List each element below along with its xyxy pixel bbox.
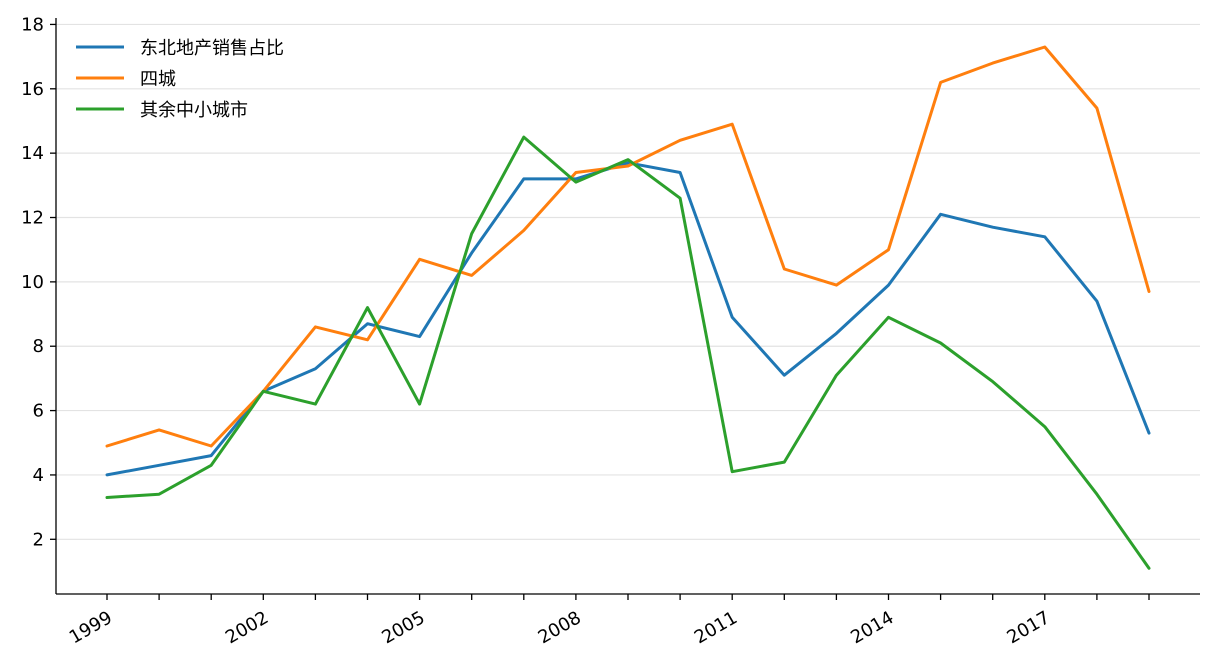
legend-label: 东北地产销售占比	[140, 38, 284, 59]
legend-label: 四城	[140, 69, 176, 90]
x-tick-label: 1999	[66, 607, 116, 648]
y-axis-ticks: 2 4 6 8 10 12 14 16 18	[21, 14, 56, 550]
y-tick-label: 12	[21, 208, 44, 229]
x-tick-label: 2005	[378, 607, 428, 648]
y-tick-label: 16	[21, 79, 44, 100]
x-axis-ticks: 1999 2002 2005 2008 2011 2014 2017	[66, 594, 1150, 648]
legend-label: 其余中小城市	[140, 100, 248, 121]
y-tick-label: 2	[33, 529, 44, 550]
series-lines	[105, 45, 1151, 570]
x-tick-label: 2017	[1004, 607, 1054, 648]
series-line-3	[105, 135, 1151, 570]
x-tick-label: 2002	[222, 607, 272, 648]
y-tick-label: 8	[33, 336, 44, 357]
x-tick-label: 2014	[847, 607, 897, 648]
y-tick-label: 4	[33, 465, 44, 486]
y-tick-label: 10	[21, 272, 44, 293]
y-tick-label: 6	[33, 401, 44, 422]
x-tick-label: 2008	[535, 607, 585, 648]
y-tick-label: 18	[21, 14, 44, 35]
y-tick-label: 14	[21, 143, 44, 164]
series-line-1	[105, 161, 1151, 477]
series-line-2	[105, 45, 1151, 448]
x-tick-label: 2011	[691, 607, 741, 648]
